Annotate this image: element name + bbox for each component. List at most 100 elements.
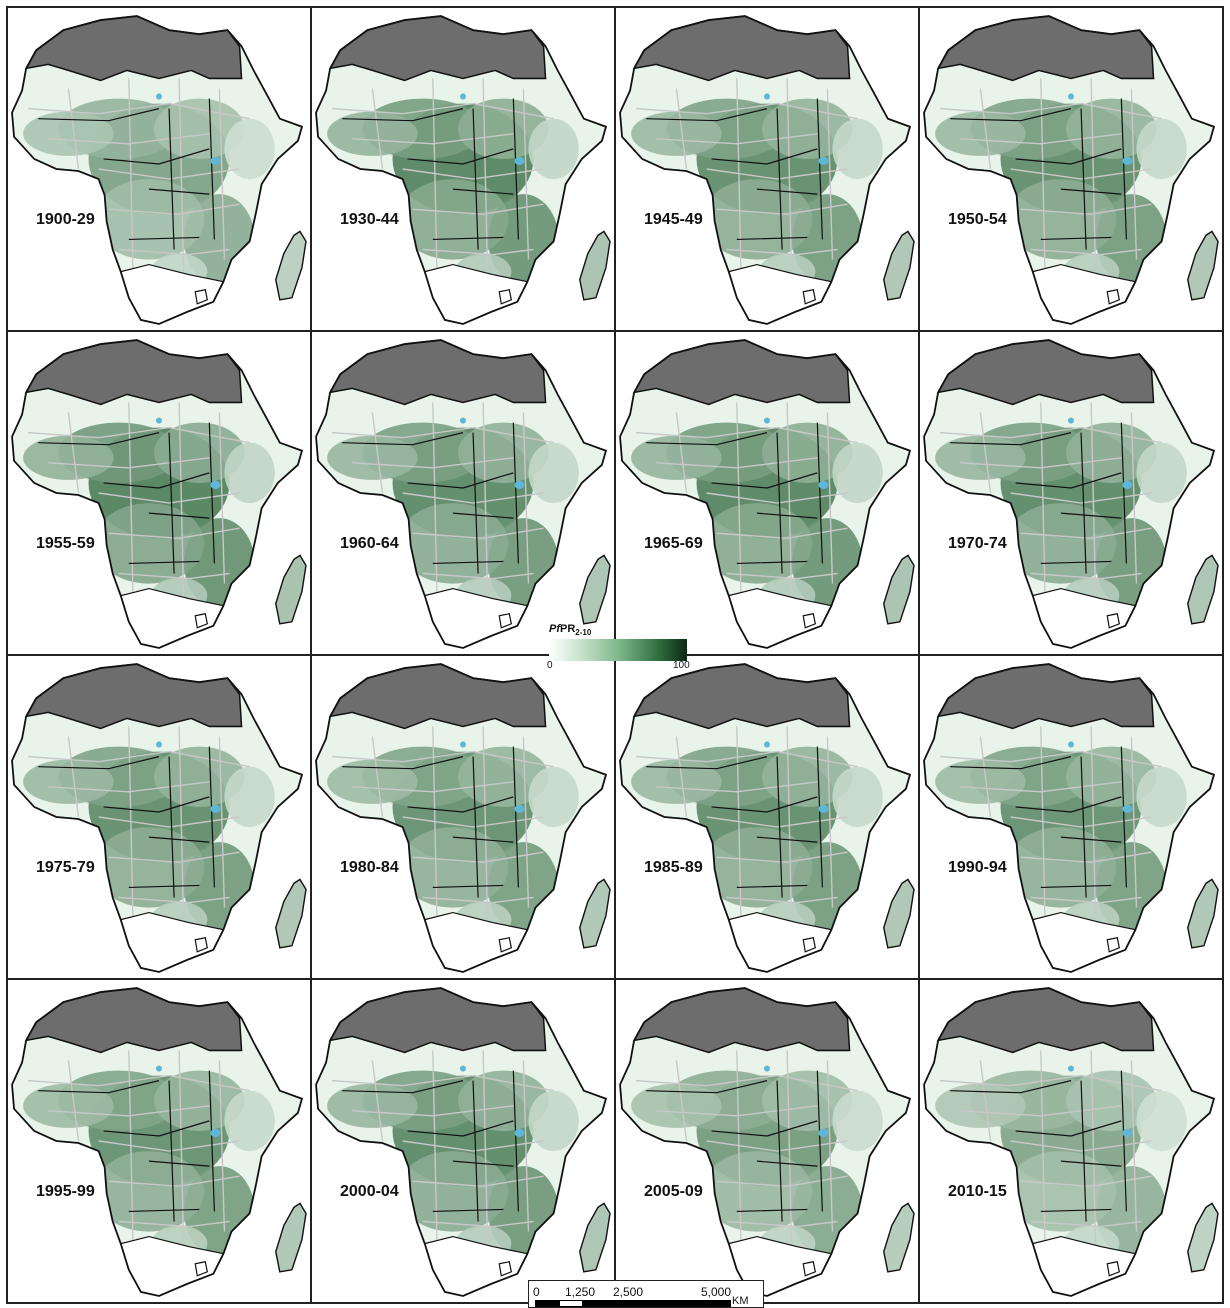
continent-outline — [11, 663, 304, 973]
map-panel-1930-44: 1930-44 — [311, 7, 615, 331]
africa-map — [315, 987, 611, 1297]
madagascar — [275, 878, 307, 949]
africa-map — [923, 339, 1219, 649]
lake — [459, 1065, 467, 1072]
endemicity-zone — [528, 1090, 579, 1152]
map-panel-2000-04: 2000-04 — [311, 979, 615, 1303]
map-panel-1980-84: 1980-84 — [311, 655, 615, 979]
continent-outline — [11, 339, 304, 649]
lesotho — [1106, 613, 1121, 629]
period-label: 1995-99 — [36, 1183, 95, 1200]
scale-tick-2500: 2,500 — [613, 1285, 644, 1299]
country-borders — [646, 98, 823, 250]
endemicity-zone — [224, 118, 275, 180]
madagascar — [883, 1202, 915, 1273]
madagascar — [1187, 554, 1219, 625]
continent-outline — [619, 15, 912, 325]
map-panel-1960-64: 1960-64 — [311, 331, 615, 655]
lake — [818, 480, 829, 489]
admin-boundaries — [28, 726, 250, 958]
scale-tick-1250: 1,250 — [565, 1285, 596, 1299]
map-panel-1995-99: 1995-99 — [7, 979, 311, 1303]
lake — [818, 1128, 829, 1137]
lesotho — [802, 1261, 817, 1277]
lake — [155, 93, 163, 100]
period-label: 1985-89 — [644, 859, 703, 876]
map-panel-1950-54: 1950-54 — [919, 7, 1223, 331]
endemicity-zone — [23, 435, 114, 480]
madagascar — [1187, 878, 1219, 949]
country-borders — [646, 746, 823, 898]
endemicity-zone — [935, 1083, 1026, 1128]
period-label: 2010-15 — [948, 1183, 1007, 1200]
endemicity-zone — [397, 827, 509, 908]
period-label: 1965-69 — [644, 535, 703, 552]
madagascar — [1187, 230, 1219, 301]
endemicity-zone — [397, 503, 509, 584]
period-label: 1980-84 — [340, 859, 399, 876]
country-borders — [950, 746, 1127, 898]
endemicity-zone — [1136, 442, 1187, 504]
legend-title: PfPR2-10 — [549, 623, 591, 637]
madagascar — [883, 554, 915, 625]
endemicity-zone — [224, 766, 275, 828]
admin-boundaries — [332, 402, 554, 634]
lake — [210, 480, 221, 489]
endemicity-zone — [832, 442, 883, 504]
continent-outline — [923, 663, 1216, 973]
africa-map — [11, 339, 307, 649]
endemicity-zone — [93, 503, 205, 584]
endemicity-zone — [528, 442, 579, 504]
period-label: 1990-94 — [948, 859, 1007, 876]
map-grid: 1900-29 1930-44 1945-49 1950-54 1955-59 1960-… — [6, 6, 1224, 1304]
admin-boundaries — [636, 402, 858, 634]
lake — [210, 156, 221, 165]
lesotho — [498, 937, 513, 953]
endemicity-zone — [631, 759, 722, 804]
country-borders — [342, 422, 519, 574]
lake — [459, 417, 467, 424]
continent-outline — [315, 663, 608, 973]
map-panel-1965-69: 1965-69 — [615, 331, 919, 655]
endemicity-zone — [1005, 503, 1117, 584]
endemicity-zone — [631, 1083, 722, 1128]
endemicity-zone — [224, 1090, 275, 1152]
lake — [763, 93, 771, 100]
endemicity-zone — [1136, 766, 1187, 828]
lake — [1067, 93, 1075, 100]
continent-outline — [619, 339, 912, 649]
period-label: 1955-59 — [36, 535, 95, 552]
country-borders — [950, 422, 1127, 574]
madagascar — [883, 878, 915, 949]
scale-bar: 0 1,250 2,500 5,000 KM — [528, 1280, 764, 1308]
endemicity-zone — [631, 435, 722, 480]
endemicity-zone — [528, 118, 579, 180]
endemicity-zone — [935, 435, 1026, 480]
africa-map — [923, 663, 1219, 973]
period-label: 1900-29 — [36, 211, 95, 228]
lake — [210, 1128, 221, 1137]
lake — [514, 1128, 525, 1137]
admin-boundaries — [940, 726, 1162, 958]
lake — [514, 156, 525, 165]
country-borders — [342, 1070, 519, 1222]
africa-map — [619, 15, 915, 325]
continent-outline — [619, 663, 912, 973]
lake — [763, 1065, 771, 1072]
lesotho — [194, 937, 209, 953]
lake — [459, 741, 467, 748]
lake — [155, 417, 163, 424]
lake — [1067, 417, 1075, 424]
endemicity-zone — [327, 1083, 418, 1128]
endemicity-zone — [327, 759, 418, 804]
lesotho — [194, 1261, 209, 1277]
endemicity-zone — [631, 111, 722, 156]
map-panel-2010-15: 2010-15 — [919, 979, 1223, 1303]
lake — [210, 804, 221, 813]
lesotho — [194, 613, 209, 629]
admin-boundaries — [28, 78, 250, 310]
map-panel-1985-89: 1985-89 — [615, 655, 919, 979]
lesotho — [1106, 937, 1121, 953]
period-label: 1975-79 — [36, 859, 95, 876]
admin-boundaries — [28, 1050, 250, 1282]
